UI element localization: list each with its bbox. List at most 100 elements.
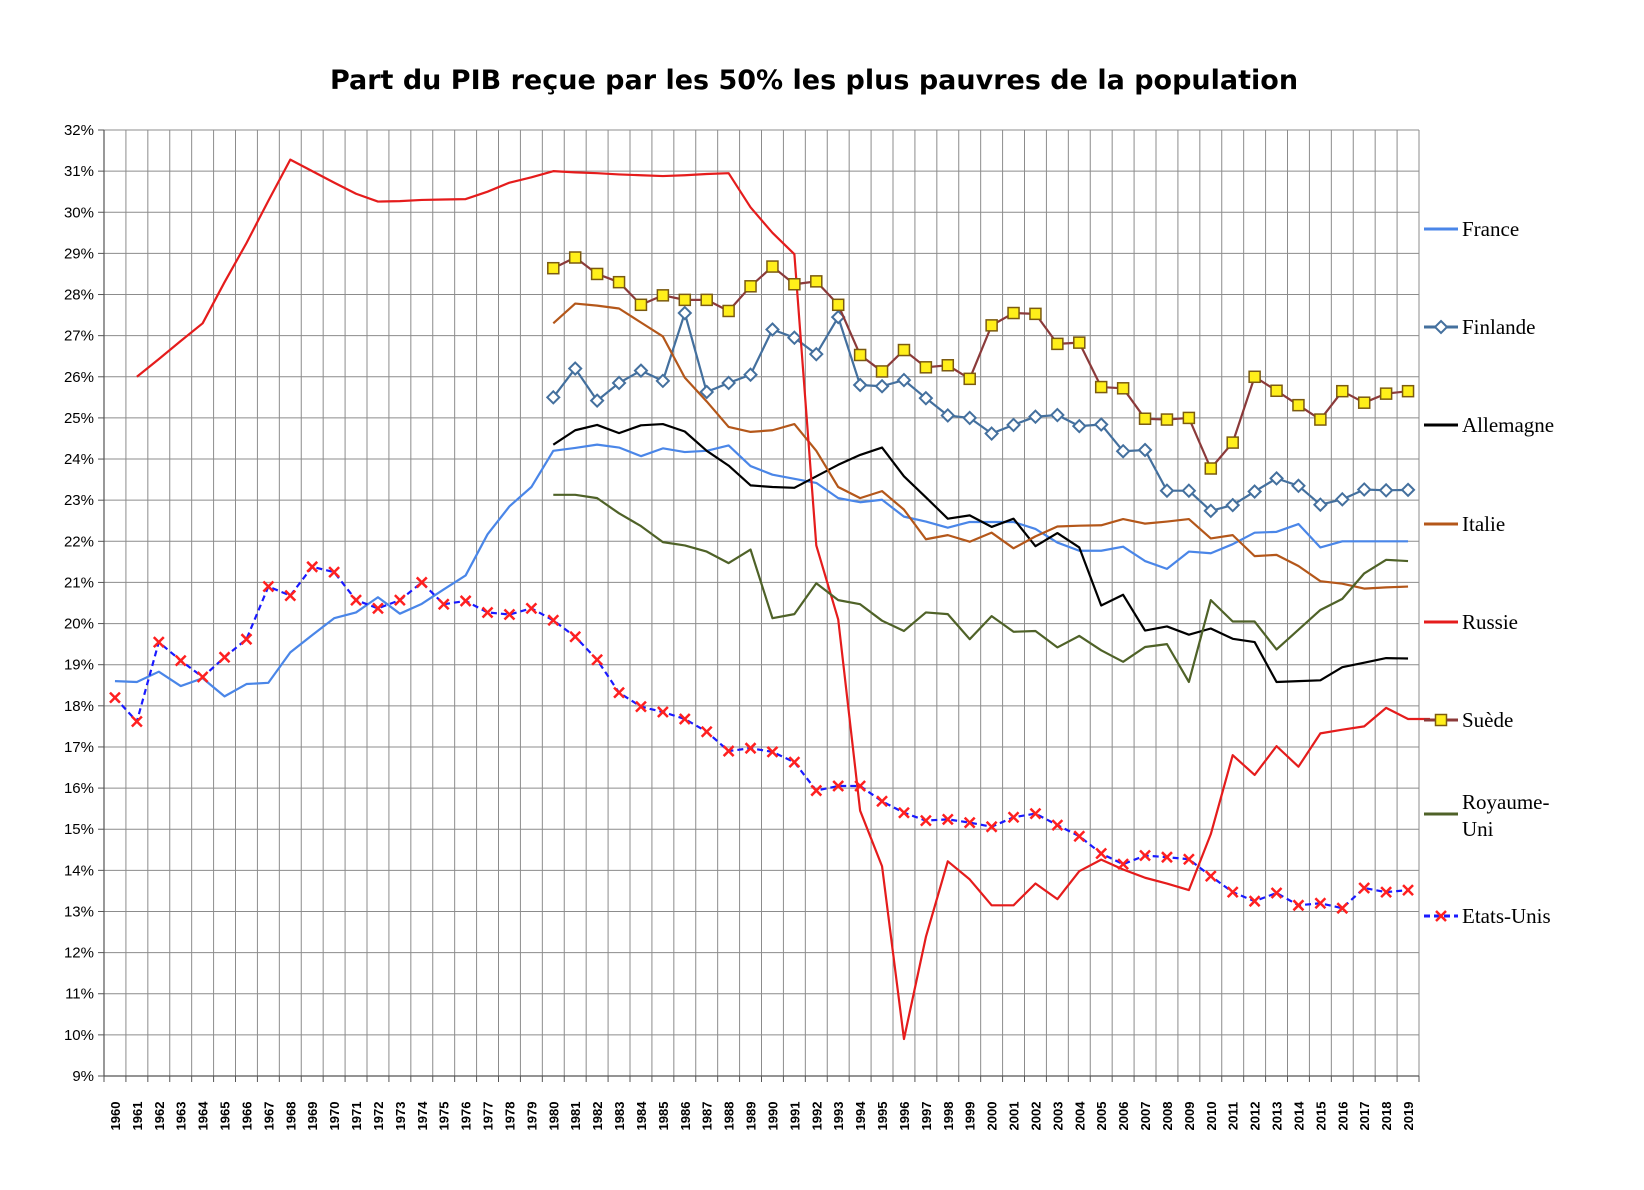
data-point [1357,396,1371,409]
marker-stroke [1435,910,1447,922]
y-tick-label: 25% [64,410,94,427]
x-tick-label: 1987 [700,1102,715,1131]
x-tick-label: 1977 [481,1102,496,1131]
x-tick-label: 2018 [1379,1102,1394,1131]
series-suede [547,251,1415,475]
legend: France Finlande Allemagne Italie Russie Suède… [1424,217,1554,928]
data-point [1380,886,1393,899]
data-point [765,322,780,337]
marker-stroke [1139,849,1151,862]
data-point [393,594,406,607]
legend-item-etats-unis: Etats-Unis [1424,904,1551,928]
data-point [1292,398,1305,412]
chart-title: Part du PIB reçue par les 50% les plus p… [330,65,1298,96]
data-point [699,384,715,400]
data-point [350,594,362,607]
data-point [590,267,604,281]
data-point [1204,462,1218,475]
legend-label: Allemagne [1462,413,1554,437]
y-tick-label: 29% [64,245,94,262]
y-tick-label: 14% [64,862,94,879]
data-point [1269,470,1284,486]
data-point [1073,336,1086,349]
data-point [1203,503,1219,519]
data-point [1051,819,1064,831]
marker-stroke [1073,830,1086,843]
y-tick-label: 19% [64,657,94,674]
data-point [788,756,801,769]
data-point [1226,886,1239,899]
marker-stroke [810,784,823,797]
x-tick-label: 1983 [612,1102,627,1131]
marker-stroke [1095,847,1108,860]
marker-stroke [700,725,713,738]
data-point [1379,387,1393,400]
marker-stroke [1270,887,1283,899]
legend-item-france: France [1424,217,1519,241]
data-point [831,298,845,312]
x-tick-label: 2006 [1116,1102,1131,1131]
data-point [1006,417,1021,433]
marker-stroke [1336,902,1349,915]
y-tick-label: 24% [64,451,94,468]
series-italie [552,302,1409,590]
data-point [503,608,516,621]
data-point [240,633,253,646]
marker-stroke [1182,853,1195,866]
marker-stroke [876,795,888,808]
x-tick-label: 1970 [327,1102,342,1131]
data-point [786,330,802,346]
data-point [744,280,757,293]
data-point [1402,884,1414,896]
x-tick-label: 2004 [1072,1101,1087,1131]
x-tick-label: 2019 [1401,1102,1416,1131]
y-tick-label: 12% [64,945,94,962]
marker-stroke [218,651,231,664]
data-point [568,251,582,264]
x-tick-label: 1985 [656,1102,671,1131]
x-tick-label: 2009 [1182,1102,1197,1131]
x-tick-label: 1961 [130,1102,145,1131]
data-point [262,580,275,593]
series-line-italie [552,302,1409,590]
data-point [1073,830,1086,843]
marker-stroke [722,745,735,757]
x-tick-label: 2010 [1204,1102,1219,1131]
data-point [678,293,692,307]
x-tick-label: 1989 [744,1102,759,1131]
data-point [700,725,713,738]
legend-marker [1433,319,1449,335]
x-tick-label: 1964 [196,1101,211,1131]
y-tick-label: 9% [72,1068,94,1085]
axes [98,129,1420,1082]
data-point [700,293,713,307]
data-point [218,651,231,664]
data-point [372,602,384,615]
x-tick-label: 1976 [459,1102,474,1131]
marker-stroke [174,654,187,667]
x-tick-label: 1979 [524,1102,539,1131]
data-point [1400,482,1416,498]
series-france [114,443,1409,698]
data-point [1312,497,1328,513]
x-tick-label: 1992 [809,1102,824,1131]
legend-item-allemagne: Allemagne [1424,413,1554,437]
series-etats-unis [109,560,1414,915]
series-line-allemagne [552,422,1409,684]
x-tick-label: 2001 [1007,1102,1022,1131]
x-tick-label: 2017 [1357,1102,1372,1131]
data-point [1291,478,1306,494]
marker-stroke [328,566,341,579]
data-point [611,375,627,391]
data-point [810,784,823,797]
legend-label: France [1462,217,1519,241]
marker-stroke [635,700,647,713]
data-point [656,706,669,718]
y-tick-label: 22% [64,533,94,550]
data-point [810,275,823,288]
marker-stroke [481,606,494,619]
x-tick-label: 2007 [1138,1102,1153,1131]
series-allemagne [552,422,1409,684]
